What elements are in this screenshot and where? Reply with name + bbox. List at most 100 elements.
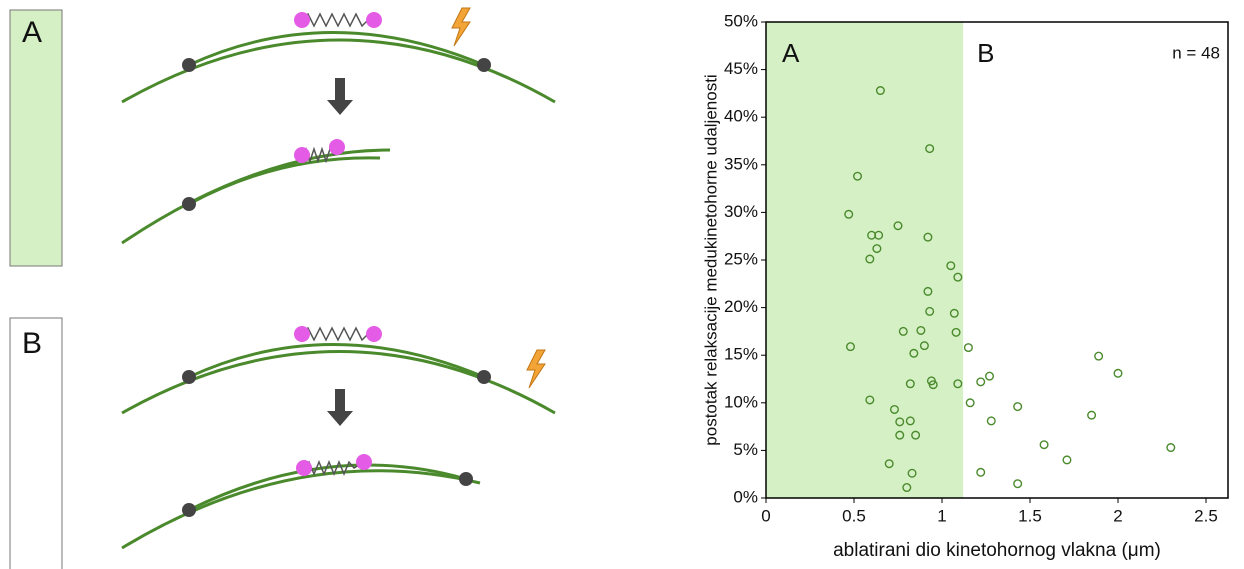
kinetochore (294, 147, 310, 163)
y-tick-label: 45% (724, 59, 758, 78)
spring (301, 326, 374, 342)
data-point (949, 308, 959, 318)
data-point (965, 398, 975, 408)
data-point (875, 86, 885, 96)
y-tick-label: 5% (733, 440, 758, 459)
data-point (916, 325, 926, 335)
fiber (188, 31, 485, 67)
shaded-region (766, 22, 964, 498)
data-point (976, 377, 986, 387)
node (182, 370, 196, 384)
data-point (925, 306, 935, 316)
fiber (188, 156, 381, 206)
fiber (121, 469, 481, 550)
data-point (905, 416, 915, 426)
node (182, 197, 196, 211)
data-point (1062, 455, 1072, 465)
data-point (985, 371, 995, 381)
kinetochore (366, 12, 382, 28)
y-tick-label: 30% (724, 202, 758, 221)
y-tick-label: 0% (733, 487, 758, 506)
y-tick-label: 35% (724, 154, 758, 173)
x-tick-label: 0.5 (842, 506, 866, 525)
data-point (976, 467, 986, 477)
y-tick-label: 40% (724, 107, 758, 126)
data-point (865, 254, 875, 264)
data-point (928, 380, 938, 390)
fiber (188, 463, 467, 512)
data-point (1087, 410, 1097, 420)
data-point (905, 379, 915, 389)
node (459, 472, 473, 486)
data-point (1113, 368, 1123, 378)
data-point (898, 326, 908, 336)
kinetochore (294, 12, 310, 28)
data-point (845, 342, 855, 352)
data-point (884, 459, 894, 469)
region-label: B (977, 38, 994, 68)
arrow (327, 389, 353, 426)
laser (451, 7, 471, 47)
spring (301, 12, 374, 28)
x-tick-label: 2 (1113, 506, 1122, 525)
data-point (953, 272, 963, 282)
arrow (327, 78, 353, 115)
panel-label: A (22, 16, 42, 49)
data-point (893, 221, 903, 231)
kinetochore (296, 460, 312, 476)
y-axis-label: postotak relaksacije medukinetohorne uda… (701, 74, 720, 445)
y-tick-label: 50% (724, 11, 758, 30)
x-axis-label: ablatirani dio kinetohornog vlakna (μm) (833, 540, 1161, 561)
data-point (911, 430, 921, 440)
panel-box (9, 317, 63, 569)
data-point (895, 430, 905, 440)
data-point (919, 341, 929, 351)
diagram: A B (9, 7, 556, 569)
spring (303, 460, 365, 476)
node (182, 58, 196, 72)
fiber (188, 343, 485, 379)
data-point (1013, 402, 1023, 412)
data-point (986, 416, 996, 426)
data-point (865, 395, 875, 405)
fiber (121, 148, 391, 245)
data-point (923, 232, 933, 242)
panel-label: B (22, 327, 42, 360)
kinetochore (356, 454, 372, 470)
data-point (925, 144, 935, 154)
data-point (1166, 443, 1176, 453)
data-point (844, 209, 854, 219)
data-point (946, 261, 956, 271)
data-point (963, 343, 973, 353)
data-point (902, 483, 912, 493)
x-tick-label: 1 (937, 506, 946, 525)
node (182, 503, 196, 517)
kinetochore (294, 326, 310, 342)
x-tick-label: 1.5 (1018, 506, 1042, 525)
node (477, 58, 491, 72)
kinetochore (329, 139, 345, 155)
region-label: A (782, 38, 800, 68)
y-tick-label: 20% (724, 297, 758, 316)
panel-box (9, 9, 63, 267)
data-point (874, 230, 884, 240)
x-tick-label: 2.5 (1194, 506, 1218, 525)
data-point (853, 171, 863, 181)
y-tick-label: 10% (724, 392, 758, 411)
x-tick-label: 0 (761, 506, 770, 525)
data-point (1039, 440, 1049, 450)
data-point (895, 417, 905, 427)
data-point (951, 327, 961, 337)
y-tick-label: 15% (724, 345, 758, 364)
data-point (923, 286, 933, 296)
data-point (909, 348, 919, 358)
fiber (121, 38, 556, 104)
data-point (1013, 479, 1023, 489)
y-tick-label: 25% (724, 249, 758, 268)
laser (526, 349, 546, 389)
annotation: n = 48 (1172, 43, 1220, 62)
data-point (907, 468, 917, 478)
data-point (889, 404, 899, 414)
